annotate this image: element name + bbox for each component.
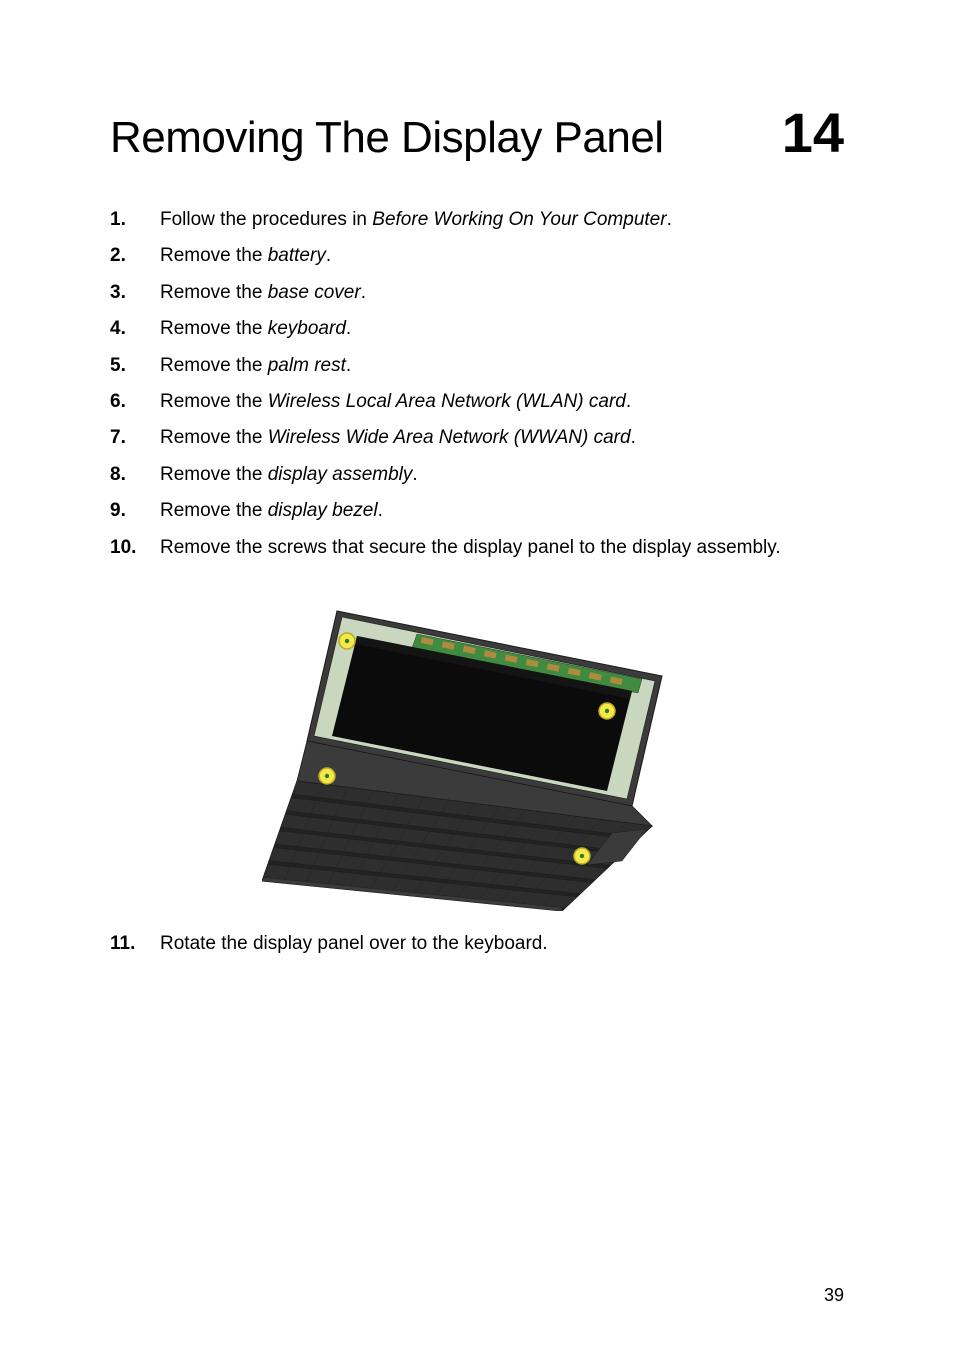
step-text-post: . xyxy=(378,500,383,521)
step-item: 9. Remove the display bezel. xyxy=(110,496,844,526)
step-text-em: keyboard xyxy=(268,318,346,339)
step-text-em: Wireless Local Area Network (WLAN) card xyxy=(268,391,626,412)
steps-list: 1. Follow the procedures in Before Worki… xyxy=(110,205,844,563)
step-text-post: . xyxy=(626,391,631,412)
step-text-post: . xyxy=(346,355,351,376)
laptop-figure xyxy=(110,581,844,911)
step-number: 10. xyxy=(110,533,136,563)
step-text-post: . xyxy=(346,318,351,339)
step-text-pre: Follow the procedures in xyxy=(160,209,372,230)
chapter-number: 14 xyxy=(782,100,844,165)
header: Removing The Display Panel 14 xyxy=(110,100,844,165)
step-number: 6. xyxy=(110,387,126,417)
step-text-pre: Remove the xyxy=(160,355,268,376)
step-number: 2. xyxy=(110,241,126,271)
step-text-pre: Remove the xyxy=(160,282,268,303)
step-text-post: . xyxy=(412,464,417,485)
step-item: 2. Remove the battery. xyxy=(110,241,844,271)
step-number: 11. xyxy=(110,929,135,959)
step-item: 3. Remove the base cover. xyxy=(110,278,844,308)
page-title: Removing The Display Panel xyxy=(110,113,664,163)
step-item: 4. Remove the keyboard. xyxy=(110,314,844,344)
step-text-pre: Remove the xyxy=(160,427,268,448)
step-text-post: . xyxy=(326,245,331,266)
page-root: Removing The Display Panel 14 1. Follow … xyxy=(0,0,954,1366)
step-number: 3. xyxy=(110,278,126,308)
step-text-pre: Remove the xyxy=(160,318,268,339)
step-item: 6. Remove the Wireless Local Area Networ… xyxy=(110,387,844,417)
step-text-em: battery xyxy=(268,245,326,266)
laptop-illustration xyxy=(262,581,692,911)
step-number: 8. xyxy=(110,460,126,490)
step-text-em: base cover xyxy=(268,282,361,303)
step-text-pre: Remove the xyxy=(160,500,268,521)
step-text-pre: Remove the xyxy=(160,245,268,266)
step-item: 7. Remove the Wireless Wide Area Network… xyxy=(110,423,844,453)
step-number: 4. xyxy=(110,314,126,344)
step-text-post: . xyxy=(667,209,672,230)
step-text-pre: Remove the screws that secure the displa… xyxy=(160,537,781,558)
step-text-post: . xyxy=(631,427,636,448)
step-text-pre: Remove the xyxy=(160,391,268,412)
step-number: 1. xyxy=(110,205,126,235)
step-item: 1. Follow the procedures in Before Worki… xyxy=(110,205,844,235)
step-item: 10. Remove the screws that secure the di… xyxy=(110,533,844,563)
steps-list-continued: 11. Rotate the display panel over to the… xyxy=(110,929,844,959)
step-text-pre: Remove the xyxy=(160,464,268,485)
step-text-em: palm rest xyxy=(268,355,346,376)
step-number: 7. xyxy=(110,423,126,453)
step-text-em: display bezel xyxy=(268,500,378,521)
step-text-em: Before Working On Your Computer xyxy=(372,209,666,230)
step-item: 5. Remove the palm rest. xyxy=(110,351,844,381)
step-text-em: display assembly xyxy=(268,464,413,485)
step-number: 5. xyxy=(110,351,126,381)
step-text-post: . xyxy=(361,282,366,303)
step-text-pre: Rotate the display panel over to the key… xyxy=(160,933,548,954)
step-item: 8. Remove the display assembly. xyxy=(110,460,844,490)
page-number: 39 xyxy=(824,1285,844,1306)
step-number: 9. xyxy=(110,496,126,526)
step-item: 11. Rotate the display panel over to the… xyxy=(110,929,844,959)
step-text-em: Wireless Wide Area Network (WWAN) card xyxy=(268,427,631,448)
